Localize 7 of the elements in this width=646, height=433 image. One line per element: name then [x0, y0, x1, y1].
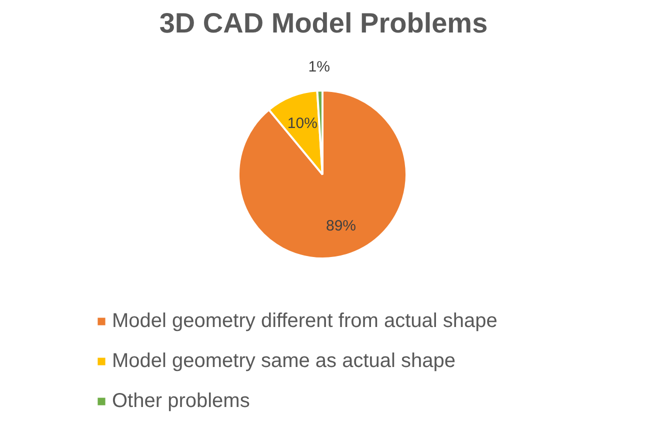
- chart-title: 3D CAD Model Problems: [159, 8, 488, 38]
- data-label: 10%: [287, 115, 318, 132]
- data-label: 89%: [326, 217, 356, 234]
- legend-label: Other problems: [112, 388, 250, 414]
- legend-label: Model geometry different from actual shape: [112, 308, 498, 334]
- data-label: 1%: [308, 58, 330, 76]
- legend-label: Model geometry same as actual shape: [112, 348, 456, 374]
